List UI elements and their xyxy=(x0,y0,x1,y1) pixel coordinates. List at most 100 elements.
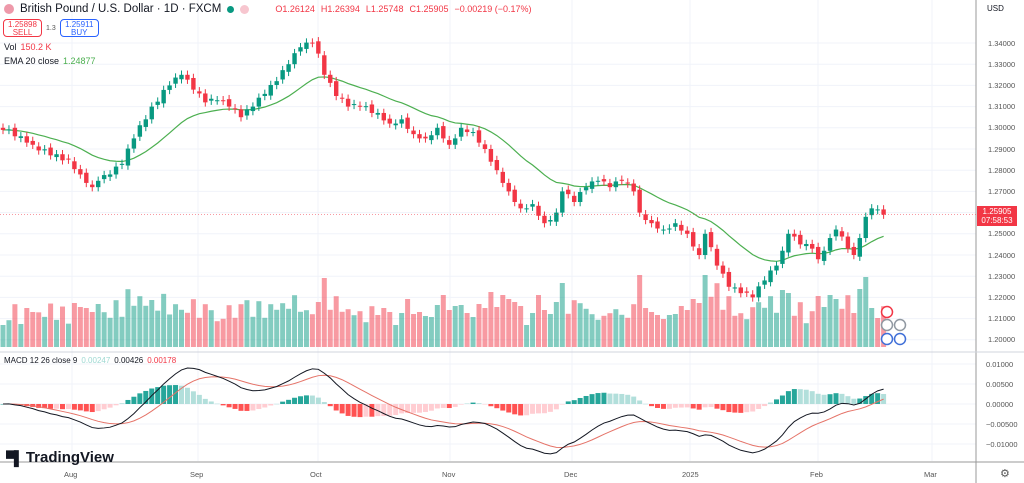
macd-histogram-bar xyxy=(845,396,851,404)
macd-histogram-bar xyxy=(506,404,512,413)
alert-icon[interactable] xyxy=(240,4,250,14)
candle-body xyxy=(143,119,148,127)
macd-histogram-bar xyxy=(797,389,803,404)
macd-label: MACD 12 26 close 9 xyxy=(4,356,78,365)
ema-legend[interactable]: EMA 20 close 1.24877 xyxy=(4,56,96,66)
price-tick: 1.34000 xyxy=(988,38,1016,48)
volume-bar xyxy=(202,304,208,347)
market-status-icon[interactable] xyxy=(227,5,235,13)
candle-body xyxy=(506,182,511,192)
candle-body xyxy=(411,130,416,135)
candle-body xyxy=(119,163,125,165)
macd-histogram-bar xyxy=(857,398,863,404)
currency-selector[interactable]: USD xyxy=(987,4,1004,13)
candle-body xyxy=(238,109,244,118)
candle-body xyxy=(637,189,642,213)
macd-histogram-bar xyxy=(708,404,714,408)
tradingview-logo[interactable]: ▀▌ TradingView xyxy=(6,449,114,466)
macd-histogram-bar xyxy=(214,403,220,405)
volume-bar xyxy=(6,320,12,347)
volume-bar xyxy=(797,302,803,347)
settings-gear-icon[interactable]: ⚙ xyxy=(1000,468,1010,480)
candle-body xyxy=(72,161,77,170)
economic-event-icon xyxy=(893,332,907,346)
volume-bar xyxy=(762,307,768,347)
candle-body xyxy=(881,209,886,215)
candle-body xyxy=(488,149,494,162)
candle-body xyxy=(322,55,327,75)
macd-histogram-bar xyxy=(387,404,393,416)
volume-bar xyxy=(77,307,83,347)
candle-body xyxy=(708,232,714,248)
candle-body xyxy=(149,106,154,120)
candle-body xyxy=(191,77,196,90)
brand-name: TradingView xyxy=(25,449,114,466)
macd-histogram-bar xyxy=(357,404,363,418)
macd-legend[interactable]: MACD 12 26 close 9 0.00247 0.00426 0.00178 xyxy=(4,356,176,365)
candle-body xyxy=(429,135,434,141)
sell-button[interactable]: 1.25898 SELL xyxy=(3,19,42,37)
volume-bar xyxy=(583,308,589,347)
candle-body xyxy=(447,140,452,145)
macd-histogram-bar xyxy=(351,404,357,417)
buy-price: 1.25911 xyxy=(65,20,94,29)
macd-histogram-bar xyxy=(422,404,428,413)
volume-bar xyxy=(250,316,256,347)
candle-body xyxy=(464,129,470,133)
macd-tick: 0.00500 xyxy=(986,379,1014,389)
macd-histogram-bar xyxy=(696,404,702,410)
candle-body xyxy=(310,42,315,44)
macd-histogram-bar xyxy=(137,393,143,404)
sell-label: SELL xyxy=(12,28,33,37)
candle-body xyxy=(232,108,238,110)
macd-histogram-bar xyxy=(625,394,631,404)
volume-bar xyxy=(315,302,321,347)
macd-tick: 0.00000 xyxy=(986,399,1014,409)
volume-bar xyxy=(660,319,666,347)
macd-histogram-bar xyxy=(881,393,887,404)
candle-body xyxy=(417,134,422,139)
volume-bar xyxy=(327,309,333,347)
buy-button[interactable]: 1.25911 BUY xyxy=(59,19,99,37)
volume-bar xyxy=(655,315,660,347)
macd-histogram-bar xyxy=(690,404,696,409)
candle-body xyxy=(512,189,517,202)
macd-histogram-bar xyxy=(851,398,857,404)
macd-histogram-bar xyxy=(464,403,470,404)
candle-body xyxy=(6,129,12,131)
volume-legend[interactable]: Vol 150.2 K xyxy=(4,42,52,52)
candle-body xyxy=(24,136,29,143)
candle-body xyxy=(298,47,303,52)
volume-bar xyxy=(214,321,220,347)
volume-bar xyxy=(536,295,541,347)
volume-bar xyxy=(137,296,143,347)
macd-histogram-bar xyxy=(655,404,660,408)
candle-body xyxy=(786,233,791,253)
candle-body xyxy=(369,104,375,113)
candle-body xyxy=(863,216,868,239)
macd-histogram-bar xyxy=(684,404,690,408)
candle-body xyxy=(155,101,160,105)
volume-bar xyxy=(280,303,286,347)
macd-histogram-bar xyxy=(101,404,107,410)
macd-histogram-bar xyxy=(774,399,779,404)
candle-body xyxy=(125,148,131,166)
macd-histogram-bar xyxy=(42,404,48,409)
volume-bar xyxy=(803,323,809,347)
candle-body xyxy=(48,147,53,156)
volume-bar xyxy=(821,307,827,347)
candle-body xyxy=(393,123,398,126)
macd-histogram-bar xyxy=(571,400,577,404)
macd-histogram-bar xyxy=(202,398,208,404)
volume-bar xyxy=(666,315,672,347)
candle-body xyxy=(500,171,505,183)
macd-histogram-bar xyxy=(512,404,518,415)
time-tick: Feb xyxy=(810,470,823,479)
symbol-title[interactable]: British Pound / U.S. Dollar · 1D · FXCM xyxy=(20,3,222,15)
volume-bar xyxy=(65,323,71,347)
macd-histogram-bar xyxy=(595,393,601,404)
candle-body xyxy=(453,138,458,145)
macd-histogram-bar xyxy=(488,404,494,407)
candle-body xyxy=(339,97,345,99)
